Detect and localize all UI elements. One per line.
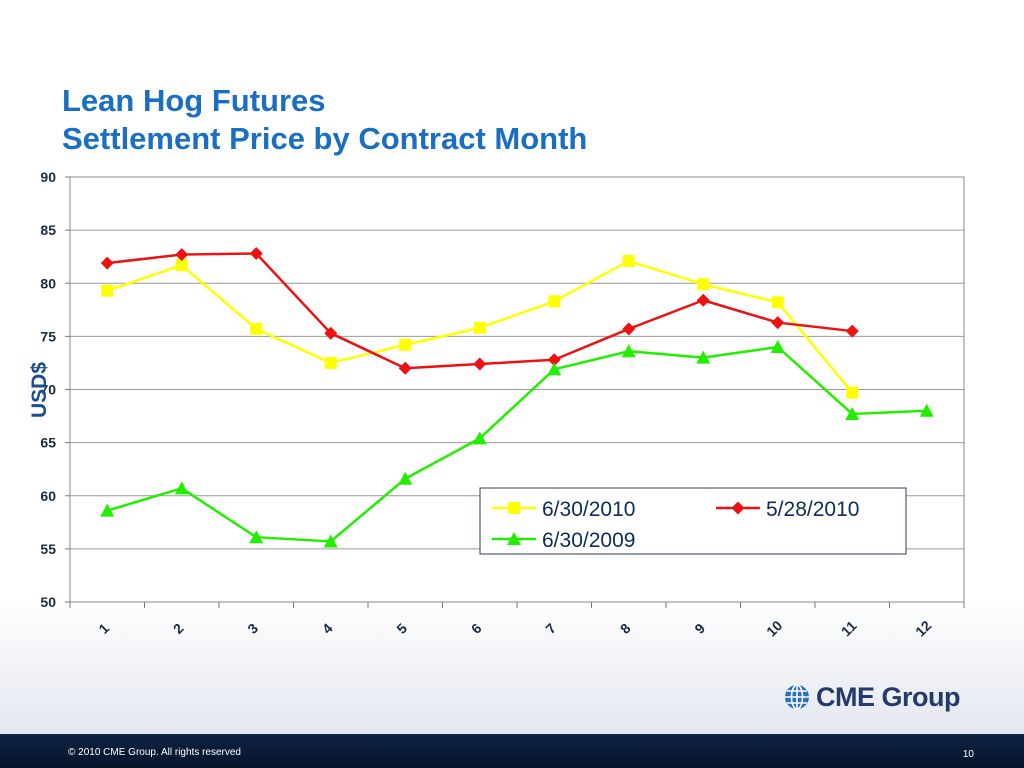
x-tick-label: 11 — [838, 617, 860, 639]
data-point — [548, 295, 561, 308]
y-tick-label: 50 — [40, 594, 56, 610]
data-point — [324, 356, 337, 369]
data-point — [845, 324, 859, 338]
title-line-2: Settlement Price by Contract Month — [62, 121, 588, 156]
data-point — [696, 350, 711, 364]
data-point — [622, 254, 635, 267]
y-tick-label: 80 — [40, 275, 56, 291]
x-tick-label: 4 — [319, 620, 336, 637]
legend-label: 6/30/2009 — [542, 529, 635, 552]
globe-icon — [785, 684, 809, 710]
data-point — [323, 534, 338, 548]
legend-marker — [507, 532, 521, 545]
y-tick-label: 85 — [40, 222, 56, 238]
data-point — [771, 296, 784, 309]
legend-marker — [508, 502, 520, 514]
x-tick-label: 7 — [542, 620, 559, 637]
data-point — [473, 321, 486, 334]
data-point — [324, 326, 338, 340]
data-point — [547, 362, 562, 376]
y-tick-label: 75 — [40, 328, 56, 344]
data-point — [249, 530, 264, 544]
data-point — [845, 406, 860, 420]
data-point — [250, 322, 263, 335]
data-point — [175, 248, 189, 262]
x-tick-label: 12 — [912, 617, 934, 639]
data-point — [175, 259, 188, 272]
x-tick-label: 8 — [617, 620, 634, 637]
data-point — [398, 471, 413, 485]
y-tick-label: 55 — [40, 541, 56, 557]
x-tick-label: 6 — [468, 620, 485, 637]
data-point — [696, 293, 710, 307]
page-number: 10 — [962, 749, 974, 760]
x-tick-label: 5 — [393, 620, 410, 637]
data-point — [472, 431, 487, 445]
legend-label: 5/28/2010 — [766, 498, 859, 521]
cme-group-logo: CME Group — [784, 680, 961, 714]
slide-title: Lean Hog Futures Settlement Price by Con… — [62, 82, 587, 158]
data-point — [100, 256, 114, 270]
series-line-3 — [106, 345, 927, 543]
legend-box — [479, 487, 907, 555]
y-tick-label: 90 — [40, 169, 56, 185]
data-point — [846, 386, 859, 399]
footer-bar: © 2010 CME Group. All rights reserved 10 — [0, 734, 1024, 768]
data-point — [547, 353, 561, 367]
x-tick-label: 3 — [244, 620, 261, 637]
data-point — [249, 247, 263, 260]
data-point — [771, 316, 785, 330]
data-point — [770, 340, 785, 353]
y-axis-label: USD$ — [28, 362, 51, 418]
data-point — [473, 357, 487, 371]
data-point — [621, 344, 636, 358]
data-point — [697, 278, 710, 291]
legend-label: 6/30/2010 — [542, 498, 635, 521]
x-tick-label: 1 — [95, 620, 112, 637]
footer-copyright: © 2010 CME Group. All rights reserved — [68, 747, 241, 758]
data-point — [174, 481, 189, 495]
x-tick-label: 10 — [763, 617, 785, 639]
logo-text: CME Group — [816, 681, 961, 712]
data-point — [399, 338, 412, 351]
y-tick-label: 60 — [40, 488, 56, 504]
title-line-1: Lean Hog Futures — [62, 83, 326, 118]
y-tick-label: 70 — [40, 382, 56, 398]
legend-marker — [731, 501, 745, 515]
x-tick-label: 9 — [691, 620, 708, 637]
data-point — [919, 403, 934, 417]
data-point — [100, 503, 115, 517]
data-point — [622, 322, 636, 336]
data-point — [398, 361, 412, 375]
y-tick-label: 65 — [40, 435, 56, 451]
data-point — [101, 284, 114, 297]
x-tick-label: 2 — [170, 620, 187, 637]
